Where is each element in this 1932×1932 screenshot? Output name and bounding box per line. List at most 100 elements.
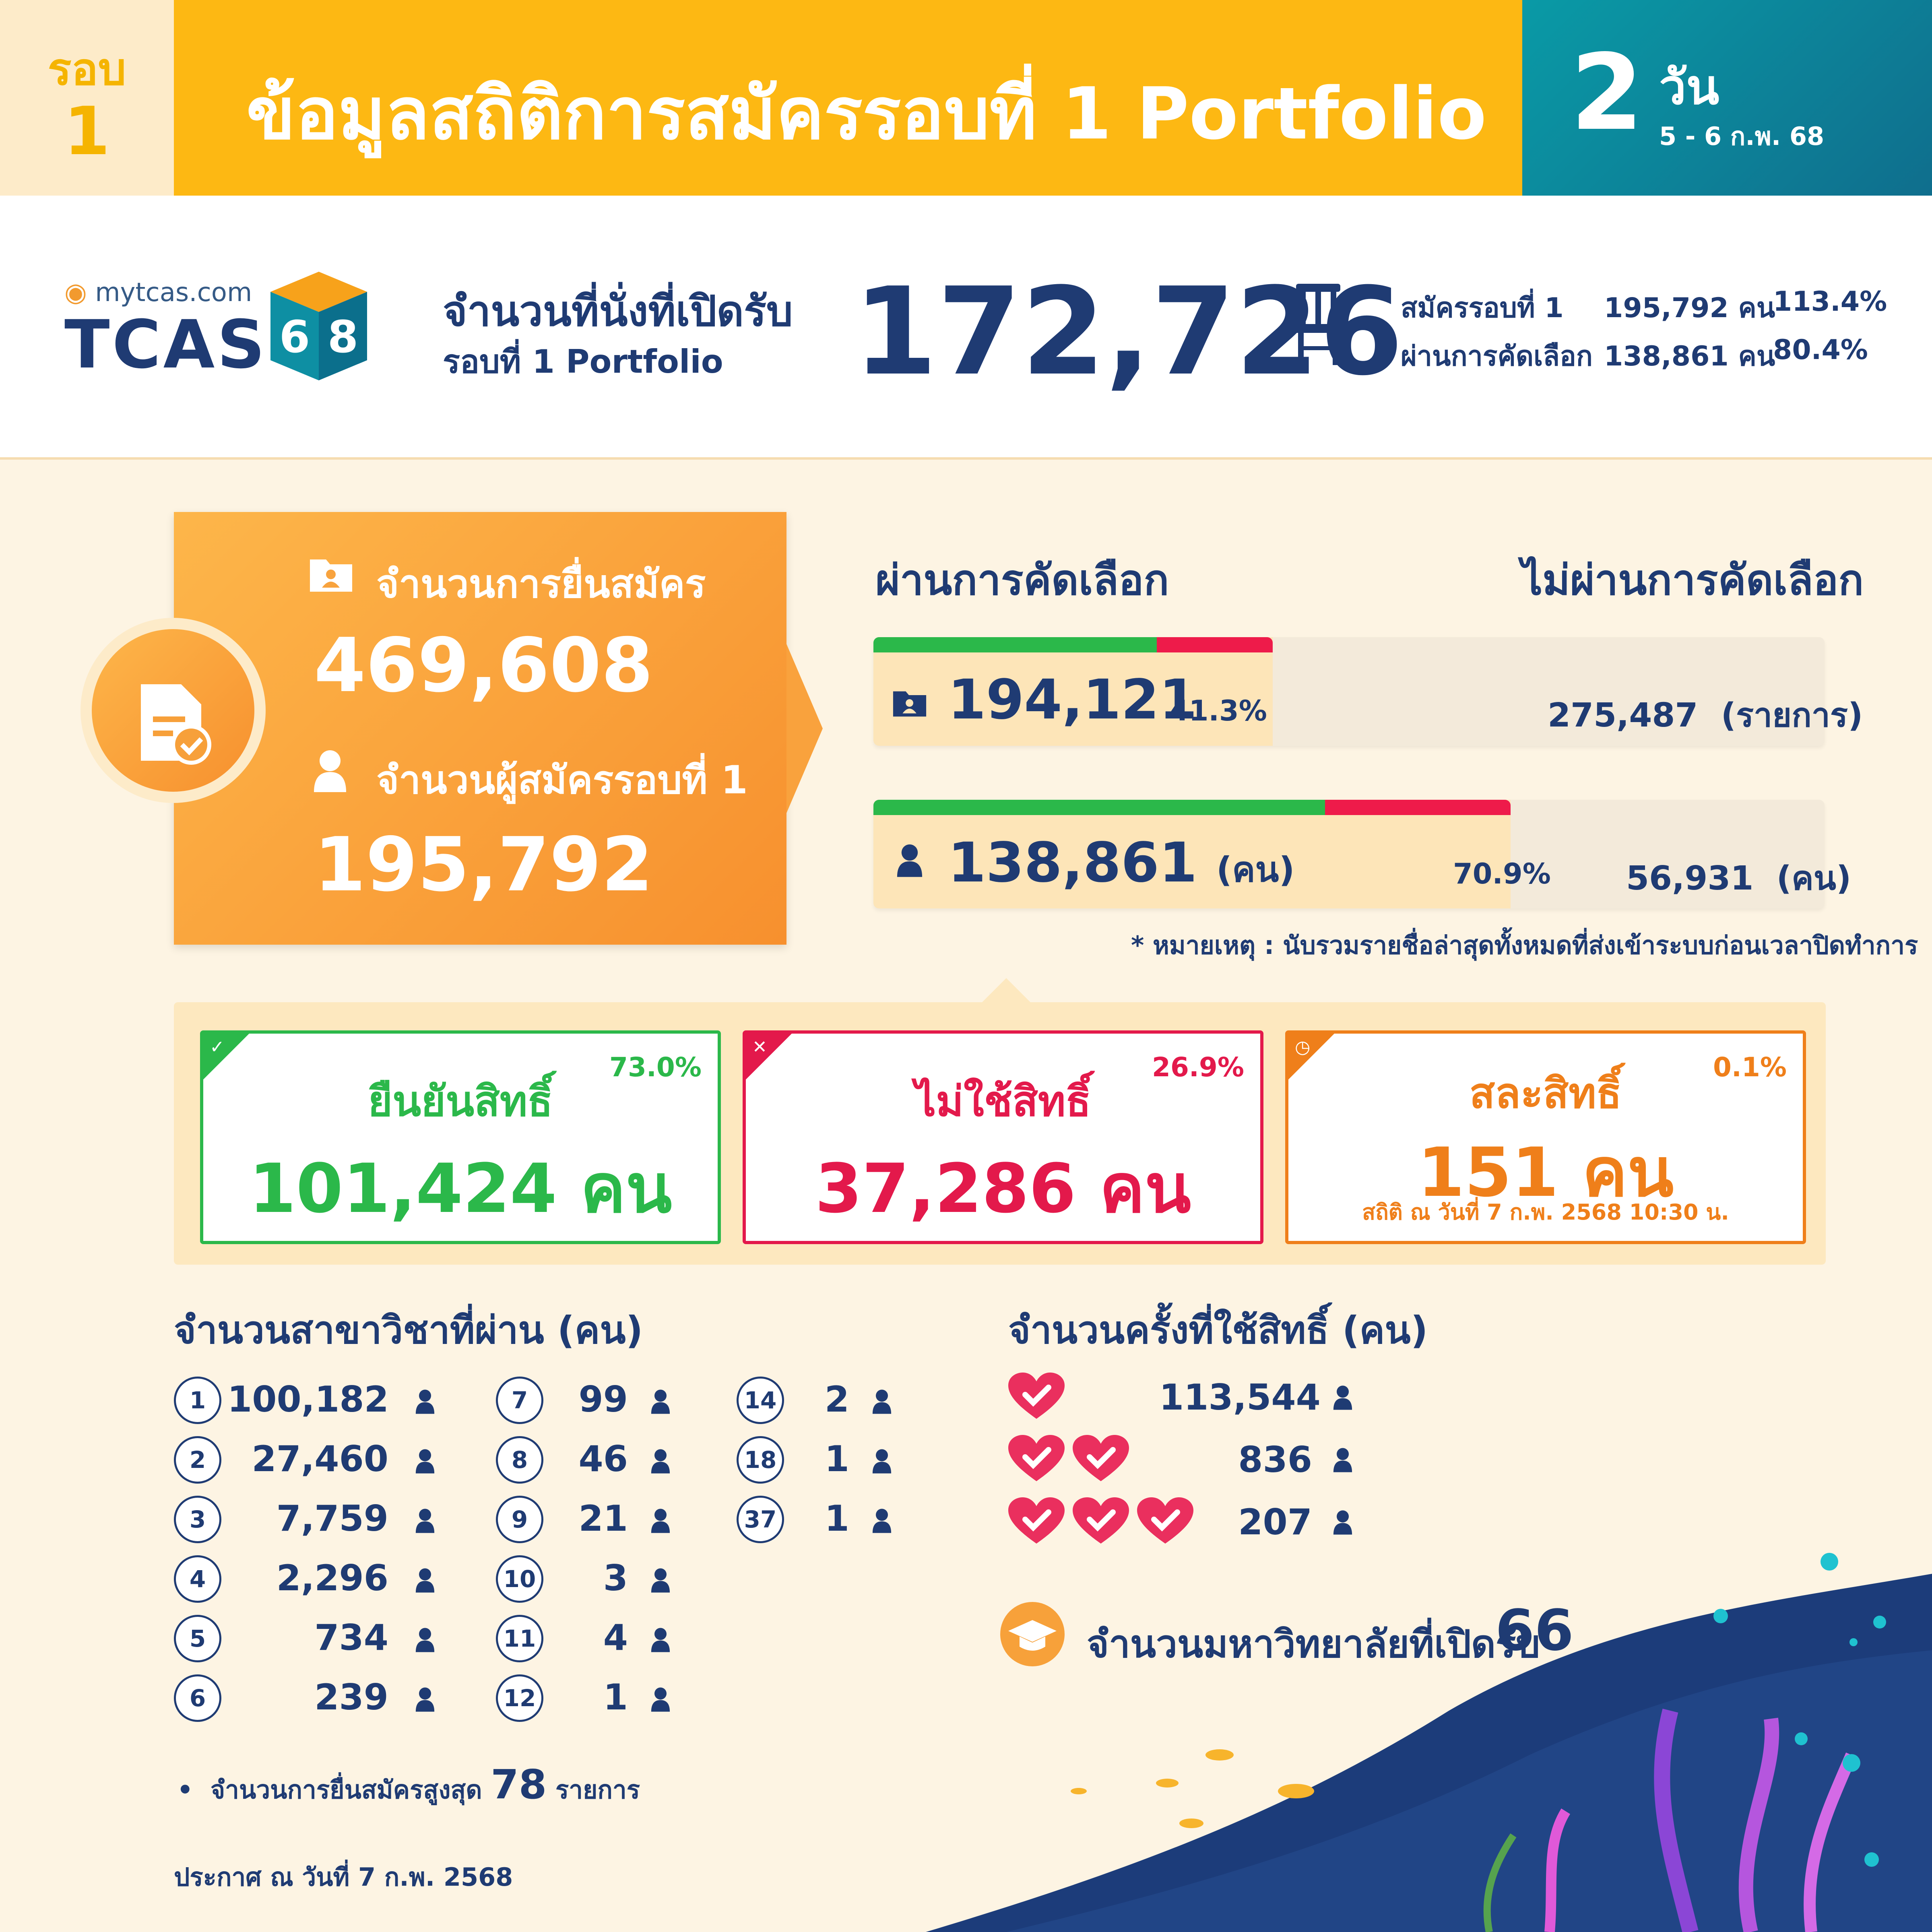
applicants-value: 195,792 (314, 821, 653, 908)
check-icon: ✓ (210, 1037, 225, 1057)
cube-digit-1: 6 (279, 311, 310, 363)
major-count-badge: 18 (737, 1436, 784, 1484)
timer-icon: ◷ (1295, 1037, 1311, 1057)
seats-row-1-label: สมัครรอบที่ 1 (1401, 292, 1564, 324)
site-label: ◉ mytcas.com (64, 278, 252, 308)
person-icon (415, 1628, 435, 1652)
round-number: 1 (64, 93, 110, 170)
submissions-green-segment (873, 637, 1157, 652)
person-icon (415, 1568, 435, 1593)
person-icon (897, 844, 923, 877)
person-icon (651, 1389, 670, 1414)
major-count-badge: 1 (174, 1377, 221, 1424)
person-icon (651, 1509, 670, 1533)
major-pass-value: 46 (578, 1438, 628, 1480)
applicants-pass-value: 138,861 (คน) (948, 831, 1295, 895)
pass-title: ผ่านการคัดเลือก (875, 555, 1169, 605)
major-pass-value: 1 (824, 1438, 849, 1480)
submissions-value: 469,608 (314, 622, 653, 709)
major-count-badge: 37 (737, 1496, 784, 1543)
person-icon (651, 1687, 670, 1712)
major-count-badge: 6 (174, 1674, 221, 1722)
submissions-pass-fill (873, 637, 1273, 746)
major-pass-value: 99 (578, 1379, 628, 1420)
major-count-badge: 9 (496, 1496, 543, 1543)
confirm-title: ยืนยันสิทธิ์ (368, 1077, 553, 1126)
person-icon (1333, 1385, 1352, 1410)
date-range: 5 - 6 ก.พ. 68 (1659, 122, 1825, 151)
heart-check-icon (1008, 1435, 1065, 1481)
tcas-logo: TCAS (64, 306, 268, 383)
round-label: รอบ (47, 43, 126, 95)
person-icon (872, 1509, 892, 1533)
seats-row-2-percent: 80.4% (1773, 334, 1868, 366)
major-pass-value: 2 (824, 1379, 849, 1420)
round-badge: รอบ 1 (0, 0, 174, 196)
fail-title: ไม่ผ่านการคัดเลือก (1521, 555, 1864, 605)
major-count-badge: 5 (174, 1615, 221, 1662)
seats-row-1-count: 195,792 คน (1604, 292, 1775, 324)
corner-flag (746, 1034, 795, 1083)
person-icon (1333, 1448, 1352, 1472)
submissions-label: จำนวนการยื่นสมัคร (376, 561, 706, 607)
waive-value: 151 คน (1417, 1133, 1674, 1212)
person-icon (651, 1449, 670, 1474)
applications-panel (174, 512, 786, 945)
universities-label: จำนวนมหาวิทยาลัยที่เปิดรับ (1087, 1622, 1540, 1666)
decline-percent: 26.9% (1152, 1052, 1244, 1083)
decline-card: ✕ 26.9% ไม่ใช้สิทธิ์ 37,286 คน (743, 1030, 1263, 1244)
seats-row-1-percent: 113.4% (1773, 286, 1887, 318)
person-icon (872, 1449, 892, 1474)
person-icon (1333, 1510, 1352, 1535)
submissions-red-segment (1157, 637, 1273, 652)
major-pass-value: 100,182 (227, 1379, 389, 1420)
major-pass-value: 3 (603, 1557, 628, 1599)
person-icon (415, 1389, 435, 1414)
major-count-badge: 7 (496, 1377, 543, 1424)
usage-value: 836 (1238, 1439, 1312, 1480)
person-icon (415, 1509, 435, 1533)
corner-flag (1288, 1034, 1338, 1083)
footnote: * หมายเหตุ : นับรวมรายชื่อล่าสุดทั้งหมดท… (1131, 931, 1918, 960)
cube-logo-icon: 6 8 (270, 272, 367, 380)
announce-date: ประกาศ ณ วันที่ 7 ก.พ. 2568 (174, 1862, 513, 1892)
major-count-badge: 11 (496, 1615, 543, 1662)
major-count-badge: 12 (496, 1674, 543, 1722)
person-icon (314, 750, 346, 792)
major-count-badge: 4 (174, 1555, 221, 1603)
applicants-pass-percent: 70.9% (1453, 857, 1551, 890)
major-count-badge: 14 (737, 1377, 784, 1424)
waive-title: สละสิทธิ์ (1469, 1069, 1622, 1118)
confirmation-notch (982, 978, 1030, 1002)
graduation-cap-icon (1008, 1620, 1057, 1651)
graduation-cap-icon: ◉ (64, 278, 95, 308)
confirm-card: ✓ 73.0% ยืนยันสิทธิ์ 101,424 คน (200, 1030, 721, 1244)
heart-check-icon (1073, 1435, 1129, 1481)
university-icon-circle (1000, 1602, 1065, 1666)
decline-value: 37,286 คน (815, 1149, 1191, 1228)
days-unit: วัน (1659, 60, 1719, 116)
confirm-percent: 73.0% (609, 1052, 702, 1083)
heart-check-icon (1008, 1373, 1065, 1419)
days-number: 2 (1571, 32, 1643, 154)
waive-card: ◷ 0.1% สละสิทธิ์ 151 คน สถิติ ณ วันที่ 7… (1285, 1030, 1806, 1244)
person-icon (651, 1628, 670, 1652)
heart-check-icon (1008, 1497, 1065, 1544)
bullet: • (177, 1775, 211, 1804)
major-count-badge: 3 (174, 1496, 221, 1543)
max-applications: • จำนวนการยื่นสมัครสูงสุด 78 รายการ (177, 1761, 640, 1808)
applicants-red-segment (1325, 800, 1511, 815)
sea-decoration (926, 1553, 1932, 1932)
close-icon: ✕ (752, 1037, 767, 1057)
major-pass-value: 7,759 (276, 1498, 388, 1539)
person-icon (872, 1389, 892, 1414)
major-pass-value: 239 (314, 1676, 388, 1718)
person-icon (651, 1568, 670, 1593)
major-pass-value: 734 (314, 1617, 388, 1658)
panel-arrow (786, 644, 823, 813)
major-pass-value: 27,460 (252, 1438, 388, 1480)
applicants-label: จำนวนผู้สมัครรอบที่ 1 (376, 758, 748, 803)
folder-user-icon (310, 559, 352, 592)
heart-check-icon (1137, 1497, 1193, 1544)
usage-value: 207 (1238, 1501, 1312, 1543)
